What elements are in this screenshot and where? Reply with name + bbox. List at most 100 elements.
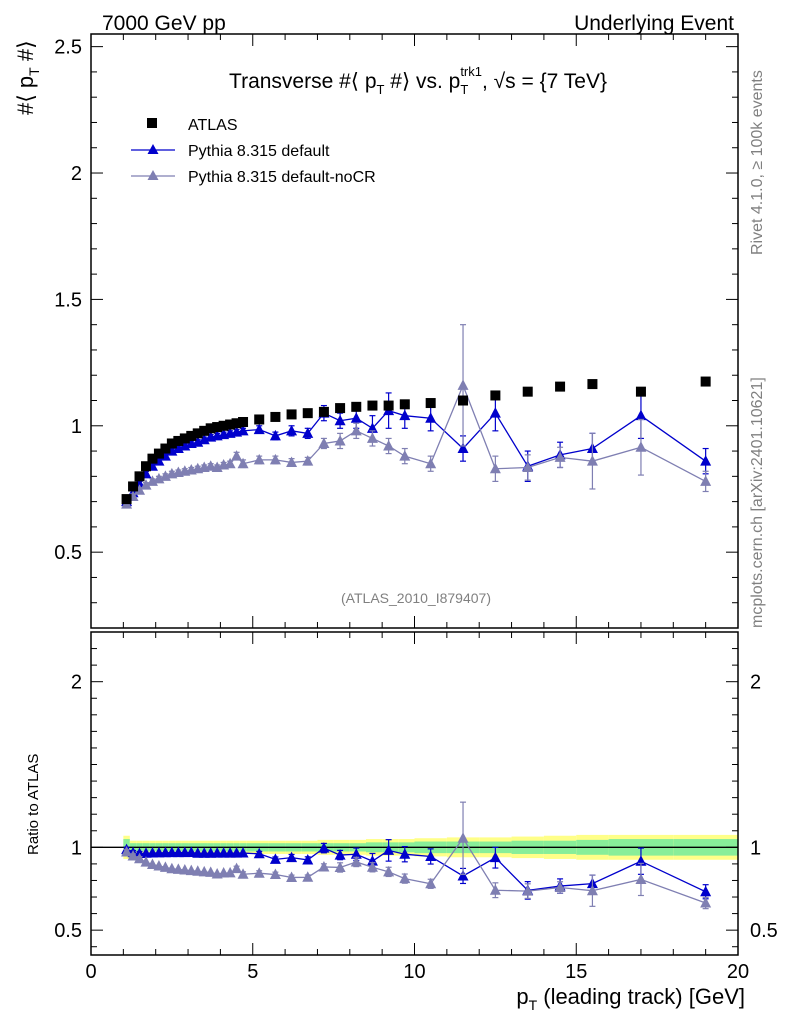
data-point [231,450,243,461]
legend-marker-default [147,144,159,154]
data-point [490,390,501,401]
data-point [199,425,210,436]
data-point [351,401,362,412]
data-point [522,461,534,472]
data-point [224,457,236,469]
data-point [489,407,501,418]
series-atlas [121,376,711,505]
data-point [147,453,158,464]
y-tick-label: 2 [71,163,82,185]
data-point [554,451,566,462]
data-point [237,424,249,436]
data-point [522,386,533,397]
data-point [173,435,184,446]
data-point [425,412,437,423]
data-point [269,453,281,465]
ratio-point [269,868,281,880]
ratio-y-tick-label: 2 [71,672,82,694]
ratio-point [457,832,469,843]
x-tick-label: 5 [247,961,258,983]
x-tick-label: 0 [85,961,96,983]
ylabel-a: #⟨ p [13,76,38,115]
y-tick-label: 1 [71,416,82,438]
data-point [458,395,469,406]
ratio-point [700,897,712,908]
ratio-point [286,851,298,863]
ratio-point [399,848,411,859]
main-panel: 0.5 1 1.5 2 2.5 [54,33,739,629]
data-point [457,379,469,390]
title-part-a: Transverse #⟨ p [229,70,376,93]
data-point [134,484,146,495]
ratio-point [350,848,362,859]
ratio-point [522,885,534,896]
data-point [270,411,281,422]
data-point [587,379,598,390]
legend-label-default: Pythia 8.315 default [188,143,330,160]
legend-label-atlas: ATLAS [188,117,238,134]
title-sub-b: T [460,82,468,97]
data-point [121,494,132,505]
ylabel-sub: T [26,67,42,76]
ratio-point [302,853,314,865]
xlabel-sub: T [529,997,538,1013]
x-tick-labels: 0 5 10 15 20 [85,961,749,983]
data-point [212,422,223,433]
ratio-point [383,844,395,855]
main-y-tick-labels: 0.5 1 1.5 2 2.5 [54,37,82,565]
data-point [635,441,647,452]
analysis-tag: (ATLAS_2010_I879407) [341,590,491,606]
y-tick-label: 1.5 [54,289,82,311]
ratio-point [231,862,243,874]
x-tick-label: 20 [727,961,749,983]
data-point [383,440,395,451]
ratio-data [121,801,712,910]
data-point [555,381,566,392]
data-point [140,479,152,490]
data-point [489,462,501,474]
ratio-point [489,884,501,895]
ratio-point [318,842,330,853]
ratio-point [489,851,501,863]
ratio-point [334,861,346,872]
data-point [269,429,281,441]
title-sub-a: T [377,82,385,97]
data-point [350,424,362,436]
ratio-y-label: Ratio to ATLAS [25,754,42,855]
data-point [425,398,436,409]
ratio-point [286,871,298,882]
data-point [134,471,145,482]
data-point [253,423,265,435]
ratio-y-tick-label: 1 [71,837,82,859]
ratio-y-tick-label: 0.5 [54,920,82,942]
data-point [334,434,346,446]
ratio-point [253,847,265,859]
ratio-point [425,850,437,861]
data-point [383,400,394,411]
ratio-point [366,861,378,872]
main-y-label: #⟨ pT #⟩ [13,40,42,115]
legend-marker-nocr [147,170,159,180]
rivet-label: Rivet 4.1.0, ≥ 100k events [749,70,766,255]
ratio-point [586,884,598,896]
ratio-point [140,856,152,867]
data-point [586,455,598,466]
title-part-b: #⟩ vs. p [384,70,460,93]
data-point [334,414,346,426]
data-point [166,438,177,449]
ratio-y-tick-label-right: 2 [750,672,761,694]
data-point [238,416,249,427]
ratio-point [159,861,171,872]
ratio-point [185,846,197,858]
data-point [286,456,298,467]
ylabel-b: #⟩ [13,40,38,67]
ratio-point [146,858,158,869]
data-point [218,420,229,431]
ratio-point [334,849,346,860]
data-point [286,424,298,436]
data-point [302,427,314,438]
xlabel-b: (leading track) [GeV] [537,984,745,1009]
ratio-point [399,872,411,884]
data-point [425,457,437,469]
